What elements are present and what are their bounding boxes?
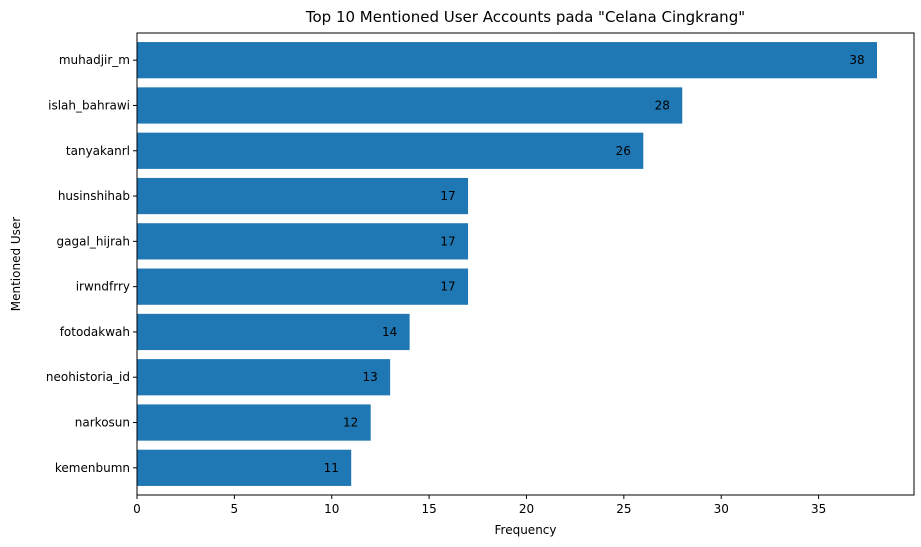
y-tick-label: neohistoria_id [46,370,130,384]
y-tick-label: kemenbumn [55,461,130,475]
data-label: 17 [440,234,455,248]
y-tick-label: irwndfrry [76,280,130,294]
y-tick-label: muhadjir_m [59,53,130,67]
bar-muhadjir_m [137,42,877,79]
bar-neohistoria_id [137,359,391,396]
data-label: 26 [616,144,631,158]
bar-husinshihab [137,177,469,215]
data-label: 14 [382,325,397,339]
bar-narkosun [137,404,371,441]
data-label: 17 [440,189,455,203]
x-tick-label: 20 [519,502,534,516]
data-label: 17 [440,280,455,294]
bar-gagal_hijrah [137,223,469,260]
x-tick-label: 5 [231,502,239,516]
data-labels: 38 28 26 17 17 17 14 13 12 11 [324,53,865,475]
x-tick-label: 10 [324,502,339,516]
y-tick-label: narkosun [75,416,130,430]
bar-tanyakanrl [137,132,644,169]
plot-frame [136,32,915,496]
bar-fotodakwah [137,313,410,351]
bars-group [137,42,877,486]
x-tick-label: 0 [133,502,141,516]
y-tick-label: husinshihab [58,189,130,203]
y-tick-label: islah_bahrawi [48,98,130,112]
bar-islah_bahrawi [137,87,683,124]
x-axis-label: Frequency [495,523,557,537]
bar-kemenbumn [137,449,352,486]
chart-title: Top 10 Mentioned User Accounts pada "Cel… [305,8,745,26]
bar-irwndfrry [137,268,469,305]
y-axis-label: Mentioned User [9,217,23,312]
y-tick-label: gagal_hijrah [57,234,130,248]
data-label: 11 [324,461,339,475]
x-tick-label: 25 [616,502,631,516]
data-label: 28 [655,98,670,112]
x-ticks: 0 5 10 15 20 25 30 35 [133,495,826,516]
data-label: 12 [343,416,358,430]
data-label: 13 [363,370,378,384]
x-tick-label: 35 [811,502,826,516]
y-tick-labels: muhadjir_m islah_bahrawi tanyakanrl husinsh… [46,53,137,475]
x-tick-label: 15 [421,502,436,516]
y-tick-label: tanyakanrl [66,144,130,158]
x-tick-label: 30 [714,502,729,516]
y-tick-label: fotodakwah [60,325,130,339]
data-label: 38 [849,53,864,67]
